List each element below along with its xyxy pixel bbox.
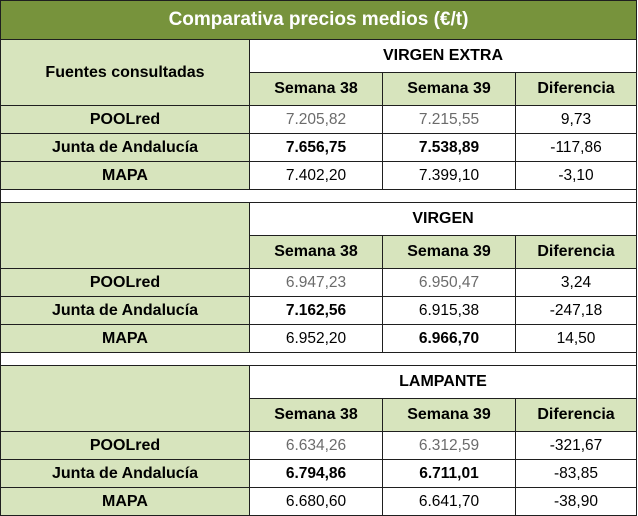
difference-cell: -3,10 <box>515 161 637 190</box>
column-header-difference: Diferencia <box>515 235 637 269</box>
difference-cell: 3,24 <box>515 268 637 297</box>
difference-cell: -321,67 <box>515 431 637 460</box>
table-row: POOLred 7.205,82 7.215,55 9,73 <box>0 105 637 134</box>
price-cell: 6.794,86 <box>249 459 383 488</box>
column-header-difference: Diferencia <box>515 72 637 106</box>
column-header-week-39: Semana 39 <box>382 235 516 269</box>
table-title: Comparativa precios medios (€/t) <box>0 0 637 40</box>
price-cell: 7.399,10 <box>382 161 516 190</box>
section-spacer <box>0 352 637 366</box>
column-header-week-38: Semana 38 <box>249 235 383 269</box>
source-label: POOLred <box>0 268 250 297</box>
price-cell: 6.952,20 <box>249 324 383 353</box>
category-header-virgen: VIRGEN <box>249 202 637 236</box>
column-header-difference: Diferencia <box>515 398 637 432</box>
source-label: Junta de Andalucía <box>0 459 250 488</box>
category-header-lampante: LAMPANTE <box>249 365 637 399</box>
column-header-week-39: Semana 39 <box>382 72 516 106</box>
source-label: Junta de Andalucía <box>0 133 250 162</box>
sources-header: Fuentes consultadas <box>0 39 250 106</box>
price-cell: 6.680,60 <box>249 487 383 516</box>
price-cell: 7.215,55 <box>382 105 516 134</box>
table-row: POOLred 6.634,26 6.312,59 -321,67 <box>0 431 637 460</box>
source-label: MAPA <box>0 487 250 516</box>
price-cell: 6.950,47 <box>382 268 516 297</box>
difference-cell: 14,50 <box>515 324 637 353</box>
table-row: MAPA 7.402,20 7.399,10 -3,10 <box>0 161 637 190</box>
table-row: Junta de Andalucía 7.656,75 7.538,89 -11… <box>0 133 637 162</box>
price-cell: 6.966,70 <box>382 324 516 353</box>
price-cell: 6.947,23 <box>249 268 383 297</box>
column-header-week-39: Semana 39 <box>382 398 516 432</box>
price-cell: 7.656,75 <box>249 133 383 162</box>
price-cell: 6.915,38 <box>382 296 516 325</box>
column-header-week-38: Semana 38 <box>249 398 383 432</box>
sources-header-blank <box>0 365 250 432</box>
difference-cell: -117,86 <box>515 133 637 162</box>
table-row: MAPA 6.952,20 6.966,70 14,50 <box>0 324 637 353</box>
section-spacer <box>0 189 637 203</box>
table-row: Junta de Andalucía 7.162,56 6.915,38 -24… <box>0 296 637 325</box>
price-cell: 6.711,01 <box>382 459 516 488</box>
price-cell: 6.641,70 <box>382 487 516 516</box>
source-label: Junta de Andalucía <box>0 296 250 325</box>
price-cell: 7.538,89 <box>382 133 516 162</box>
sources-header-blank <box>0 202 250 269</box>
price-cell: 7.402,20 <box>249 161 383 190</box>
table-row: Junta de Andalucía 6.794,86 6.711,01 -83… <box>0 459 637 488</box>
difference-cell: -247,18 <box>515 296 637 325</box>
source-label: MAPA <box>0 324 250 353</box>
column-header-week-38: Semana 38 <box>249 72 383 106</box>
price-cell: 6.312,59 <box>382 431 516 460</box>
price-cell: 6.634,26 <box>249 431 383 460</box>
price-cell: 7.205,82 <box>249 105 383 134</box>
source-label: MAPA <box>0 161 250 190</box>
price-cell: 7.162,56 <box>249 296 383 325</box>
category-header-virgen-extra: VIRGEN EXTRA <box>249 39 637 73</box>
source-label: POOLred <box>0 431 250 460</box>
difference-cell: -83,85 <box>515 459 637 488</box>
difference-cell: -38,90 <box>515 487 637 516</box>
difference-cell: 9,73 <box>515 105 637 134</box>
table-row: POOLred 6.947,23 6.950,47 3,24 <box>0 268 637 297</box>
source-label: POOLred <box>0 105 250 134</box>
table-row: MAPA 6.680,60 6.641,70 -38,90 <box>0 487 637 516</box>
